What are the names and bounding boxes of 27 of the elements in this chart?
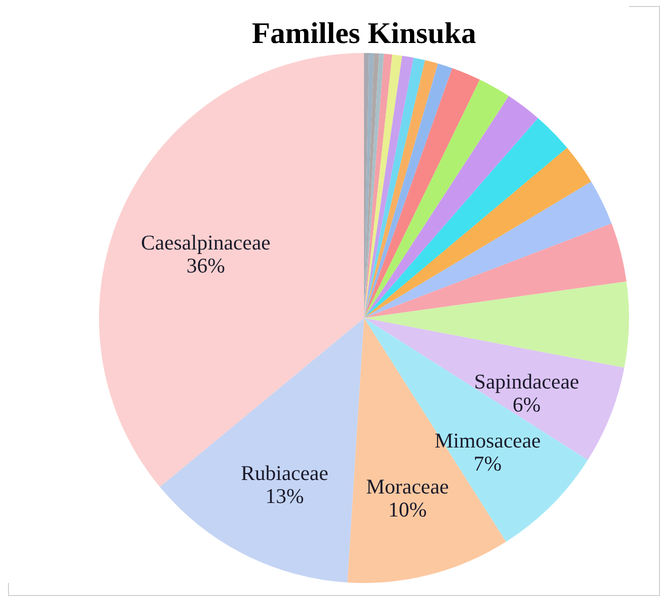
pie-slice bbox=[364, 68, 480, 318]
pie-slice bbox=[364, 96, 538, 318]
slice-label: Rubiaceae bbox=[240, 460, 328, 485]
slice-label: Mimosaceae bbox=[434, 428, 541, 453]
pie-slice bbox=[364, 60, 438, 318]
chart-title: Familles Kinsuka bbox=[252, 17, 476, 50]
slice-label: Caesalpinaceae bbox=[141, 230, 270, 255]
pie-slice bbox=[364, 58, 426, 318]
data-label: 13% bbox=[265, 484, 304, 508]
pie-slice bbox=[364, 318, 588, 542]
pie-slice bbox=[364, 64, 452, 318]
pie-slice bbox=[364, 80, 509, 318]
slice-label: Moraceae bbox=[366, 474, 449, 498]
data-label: 10% bbox=[388, 497, 427, 522]
pie-slice bbox=[364, 224, 626, 318]
pie-slice bbox=[364, 148, 592, 318]
data-label: 36% bbox=[186, 254, 225, 278]
slice-label: Sapindaceae bbox=[474, 369, 580, 394]
pie-slice bbox=[364, 54, 392, 318]
data-label: 6% bbox=[512, 392, 541, 416]
data-label: 7% bbox=[474, 452, 502, 476]
pie-slice bbox=[364, 182, 612, 318]
pie-slice bbox=[364, 118, 568, 318]
pie-slice bbox=[364, 54, 402, 318]
pie-slice bbox=[364, 281, 629, 368]
pie-slice bbox=[160, 318, 364, 582]
pie-slice bbox=[100, 53, 364, 487]
